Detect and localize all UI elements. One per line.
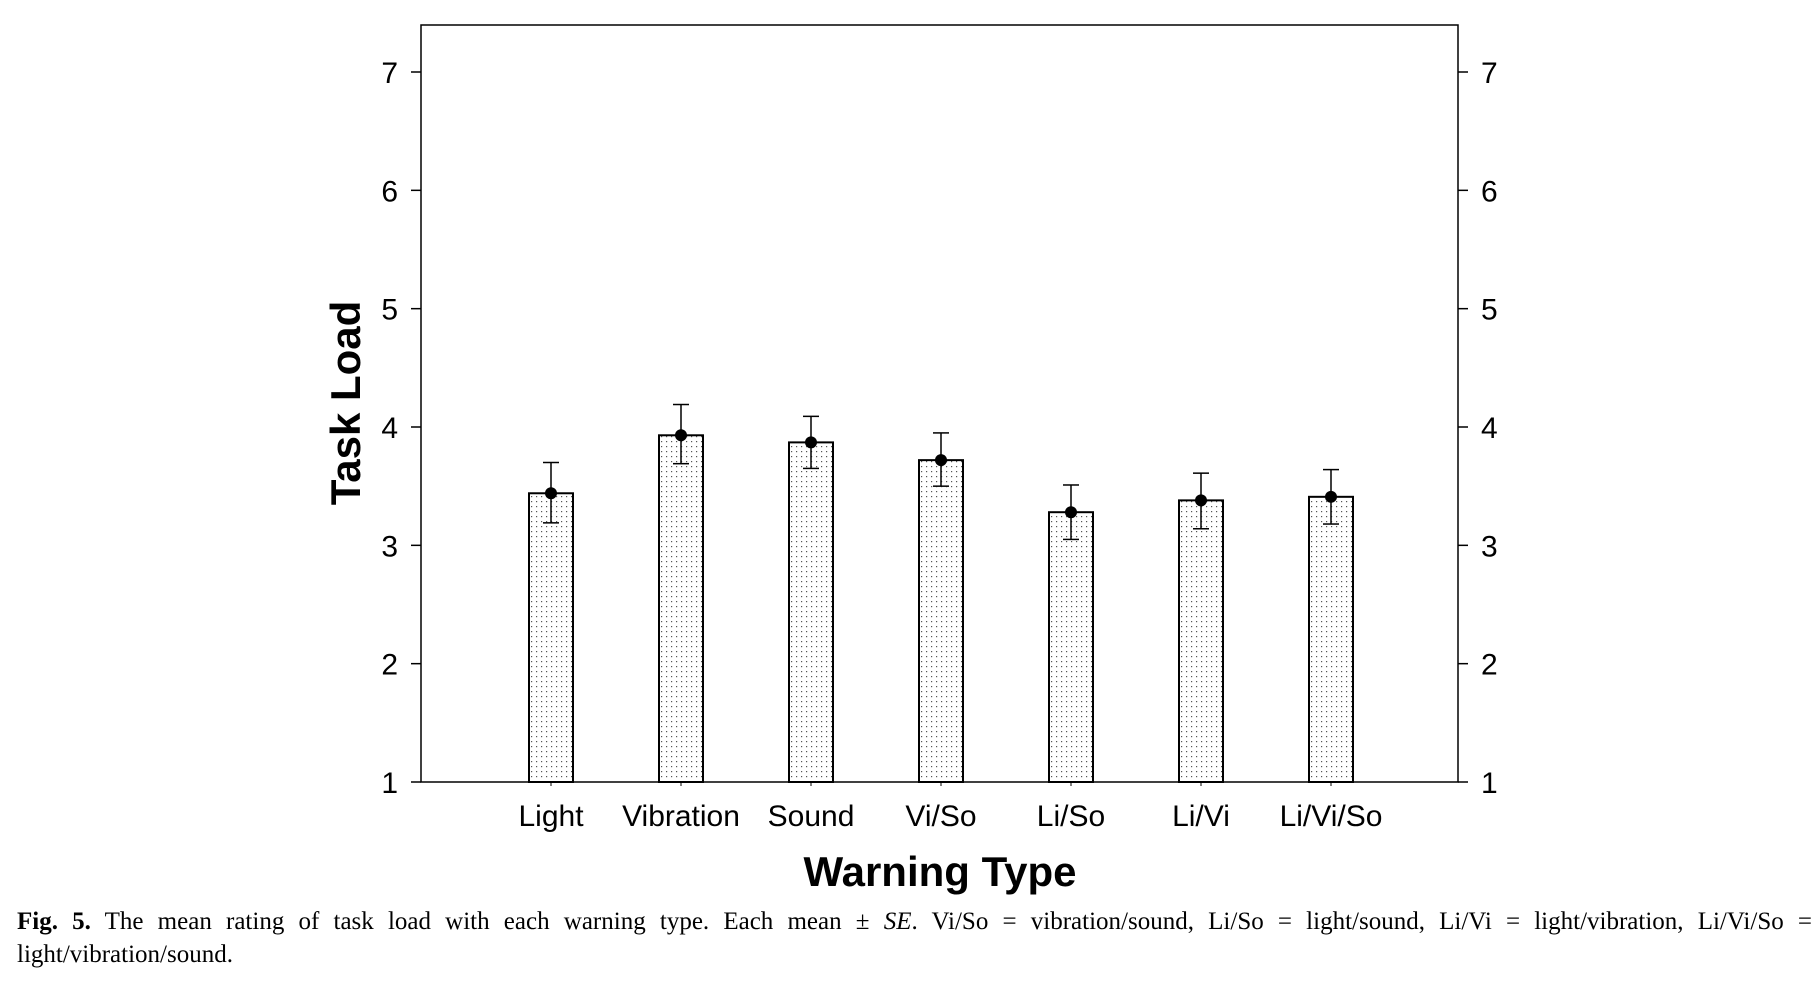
bar-series xyxy=(528,403,1354,783)
x-tick-label-1: Vibration xyxy=(622,800,740,833)
caption-text-end: . Vi/So = vibration/sound, Li/So = light… xyxy=(17,908,1813,968)
y-tick-label-right-1: 1 xyxy=(1481,767,1498,800)
caption-se: SE xyxy=(883,908,912,935)
mean-point-2 xyxy=(805,436,817,449)
x-tick-label-4: Li/So xyxy=(1037,800,1105,833)
x-tick-label-6: Li/Vi/So xyxy=(1280,800,1383,833)
y-tick-label-right-6: 6 xyxy=(1481,175,1498,208)
figure-label: Fig. 5. xyxy=(17,908,91,935)
y-tick-label-right-5: 5 xyxy=(1481,294,1498,327)
y-axis-title: Task Load xyxy=(322,301,369,506)
y-axis-right: 1 2 3 4 5 6 7 xyxy=(1458,57,1498,800)
x-axis-title: Warning Type xyxy=(804,848,1077,895)
x-axis: Light Vibration Sound Vi/So Li/So Li/Vi Li/Vi/… xyxy=(518,782,1382,833)
figure-caption: Fig. 5. The mean rating of task load wit… xyxy=(17,905,1812,971)
y-axis-left: 1 2 3 4 5 6 7 xyxy=(381,57,421,800)
bar-5 xyxy=(1178,499,1224,783)
x-tick-label-2: Sound xyxy=(768,800,855,833)
x-tick-label-5: Li/Vi xyxy=(1172,800,1230,833)
y-tick-label-left-3: 3 xyxy=(381,530,398,563)
bar-2 xyxy=(788,441,834,783)
bar-0 xyxy=(528,492,574,783)
bar-chart: 1 2 3 4 5 6 7 1 2 3 4 5 6 7 Light Vibration Sound Vi/So… xyxy=(322,24,1498,895)
mean-point-0 xyxy=(545,487,557,500)
caption-text: The mean rating of task load with each w… xyxy=(90,908,884,935)
mean-point-5 xyxy=(1195,494,1207,507)
y-tick-label-right-7: 7 xyxy=(1481,57,1498,90)
y-tick-label-left-7: 7 xyxy=(381,57,398,90)
bar-3 xyxy=(918,459,964,783)
mean-point-1 xyxy=(675,429,687,442)
y-tick-label-left-6: 6 xyxy=(381,175,398,208)
x-tick-label-0: Light xyxy=(518,800,584,833)
bar-1 xyxy=(658,434,704,783)
y-tick-label-right-3: 3 xyxy=(1481,530,1498,563)
mean-point-6 xyxy=(1325,490,1337,503)
y-tick-label-left-1: 1 xyxy=(381,767,398,800)
mean-point-3 xyxy=(935,454,947,467)
y-tick-label-left-4: 4 xyxy=(381,412,398,445)
bar-6 xyxy=(1308,495,1354,783)
bar-4 xyxy=(1048,511,1094,783)
y-tick-label-left-2: 2 xyxy=(381,649,398,682)
mean-point-4 xyxy=(1065,506,1077,519)
y-tick-label-right-2: 2 xyxy=(1481,649,1498,682)
x-tick-label-3: Vi/So xyxy=(905,800,976,833)
y-tick-label-left-5: 5 xyxy=(381,294,398,327)
y-tick-label-right-4: 4 xyxy=(1481,412,1498,445)
